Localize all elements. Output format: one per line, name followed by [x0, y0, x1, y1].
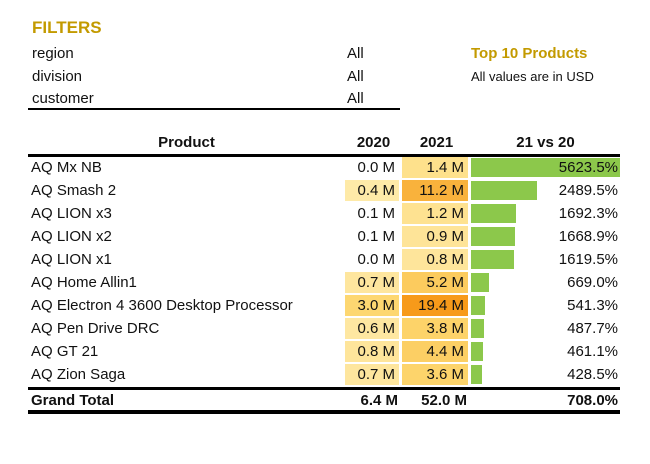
change-bar — [471, 250, 514, 269]
change-value: 1692.3% — [558, 205, 618, 222]
total-2021: 52.0 M — [402, 387, 471, 414]
table-row: AQ Zion Saga 0.7 M 3.6 M 428.5% — [28, 364, 620, 387]
change-bar — [471, 273, 489, 292]
change-bar — [471, 365, 483, 384]
change-cell: 5623.5% — [471, 157, 620, 180]
filter-label-region: region — [32, 45, 74, 62]
change-bar — [471, 181, 537, 200]
change-bar — [471, 319, 484, 338]
value-2020: 0.0 M — [345, 157, 402, 180]
change-bar — [471, 342, 484, 361]
filters-title: FILTERS — [32, 18, 102, 37]
change-cell: 1668.9% — [471, 226, 620, 249]
filters-divider — [28, 108, 400, 110]
value-2021: 1.4 M — [402, 157, 471, 180]
change-cell: 487.7% — [471, 318, 620, 341]
change-value: 541.3% — [567, 297, 618, 314]
change-bar — [471, 204, 516, 223]
change-value: 487.7% — [567, 320, 618, 337]
change-cell: 1619.5% — [471, 249, 620, 272]
product-name: AQ Pen Drive DRC — [28, 318, 345, 341]
value-2021: 4.4 M — [402, 341, 471, 364]
total-label: Grand Total — [28, 387, 345, 414]
value-2021: 1.2 M — [402, 203, 471, 226]
value-2021: 0.9 M — [402, 226, 471, 249]
table-row: AQ LION x3 0.1 M 1.2 M 1692.3% — [28, 203, 620, 226]
value-2020: 0.7 M — [345, 272, 402, 295]
table-header: Product 2020 2021 21 vs 20 — [28, 130, 620, 157]
change-cell: 2489.5% — [471, 180, 620, 203]
table-row: AQ Mx NB 0.0 M 1.4 M 5623.5% — [28, 157, 620, 180]
change-cell: 428.5% — [471, 364, 620, 387]
product-name: AQ LION x1 — [28, 249, 345, 272]
grand-total-row: Grand Total 6.4 M 52.0 M 708.0% — [28, 387, 620, 414]
change-cell: 669.0% — [471, 272, 620, 295]
value-2020: 0.8 M — [345, 341, 402, 364]
change-value: 1619.5% — [558, 251, 618, 268]
value-2021: 3.6 M — [402, 364, 471, 387]
change-value: 2489.5% — [558, 182, 618, 199]
filter-value-region[interactable]: All — [347, 45, 364, 62]
table-row: AQ LION x1 0.0 M 0.8 M 1619.5% — [28, 249, 620, 272]
total-change: 708.0% — [471, 387, 620, 414]
table-row: AQ Smash 2 0.4 M 11.2 M 2489.5% — [28, 180, 620, 203]
product-name: AQ Mx NB — [28, 157, 345, 180]
value-2020: 0.7 M — [345, 364, 402, 387]
product-name: AQ Zion Saga — [28, 364, 345, 387]
product-name: AQ Smash 2 — [28, 180, 345, 203]
change-bar — [471, 227, 516, 246]
product-name: AQ Home Allin1 — [28, 272, 345, 295]
change-cell: 461.1% — [471, 341, 620, 364]
value-2021: 3.8 M — [402, 318, 471, 341]
table-row: AQ Pen Drive DRC 0.6 M 3.8 M 487.7% — [28, 318, 620, 341]
product-name: AQ Electron 4 3600 Desktop Processor — [28, 295, 345, 318]
change-value: 428.5% — [567, 366, 618, 383]
value-2021: 19.4 M — [402, 295, 471, 318]
table-row: AQ LION x2 0.1 M 0.9 M 1668.9% — [28, 226, 620, 249]
header-change: 21 vs 20 — [471, 130, 620, 157]
value-2020: 0.4 M — [345, 180, 402, 203]
value-2021: 5.2 M — [402, 272, 471, 295]
table-row: AQ Electron 4 3600 Desktop Processor 3.0… — [28, 295, 620, 318]
products-table: Product 2020 2021 21 vs 20 AQ Mx NB 0.0 … — [28, 130, 620, 414]
table-row: AQ Home Allin1 0.7 M 5.2 M 669.0% — [28, 272, 620, 295]
change-value: 1668.9% — [558, 228, 618, 245]
filter-label-customer: customer — [32, 90, 94, 107]
change-cell: 541.3% — [471, 295, 620, 318]
filter-label-division: division — [32, 68, 83, 85]
change-cell: 1692.3% — [471, 203, 620, 226]
value-2020: 0.1 M — [345, 226, 402, 249]
total-2020: 6.4 M — [345, 387, 402, 414]
filter-value-division[interactable]: All — [347, 68, 364, 85]
value-2020: 0.1 M — [345, 203, 402, 226]
product-name: AQ LION x2 — [28, 226, 345, 249]
header-product: Product — [28, 130, 345, 157]
value-2021: 0.8 M — [402, 249, 471, 272]
change-value: 5623.5% — [558, 159, 618, 176]
value-2020: 3.0 M — [345, 295, 402, 318]
change-bar — [471, 158, 620, 177]
header-2020: 2020 — [345, 130, 402, 157]
product-name: AQ GT 21 — [28, 341, 345, 364]
change-value: 669.0% — [567, 274, 618, 291]
header-2021: 2021 — [402, 130, 471, 157]
value-2021: 11.2 M — [402, 180, 471, 203]
report-title: Top 10 Products — [471, 45, 588, 62]
value-2020: 0.0 M — [345, 249, 402, 272]
report-note: All values are in USD — [471, 69, 594, 84]
product-name: AQ LION x3 — [28, 203, 345, 226]
change-bar — [471, 296, 486, 315]
table-row: AQ GT 21 0.8 M 4.4 M 461.1% — [28, 341, 620, 364]
value-2020: 0.6 M — [345, 318, 402, 341]
change-value: 461.1% — [567, 343, 618, 360]
filter-value-customer[interactable]: All — [347, 90, 364, 107]
